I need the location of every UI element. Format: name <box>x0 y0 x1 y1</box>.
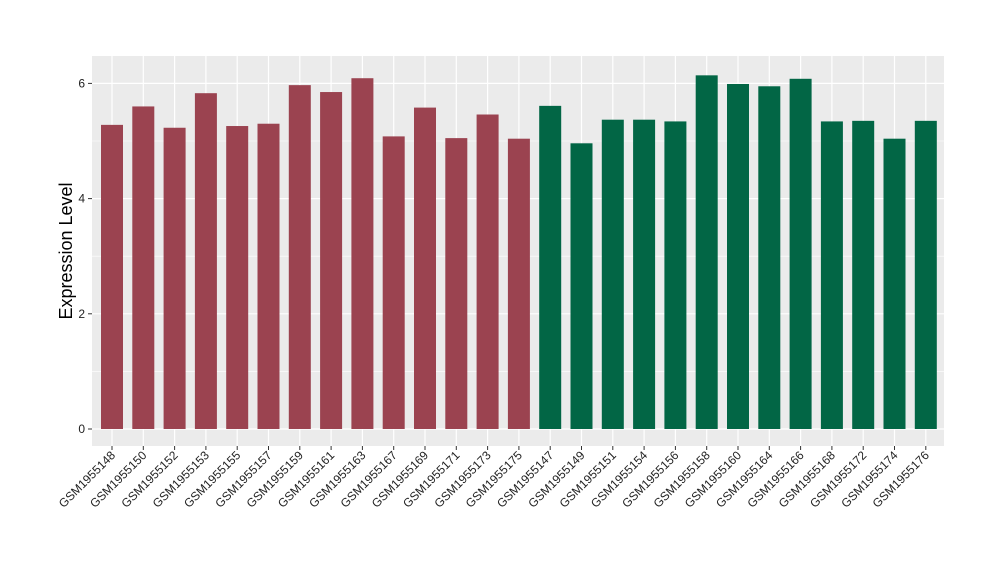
bar-GSM1955167 <box>382 136 405 429</box>
bar-GSM1955150 <box>132 106 155 429</box>
bars <box>101 75 937 430</box>
bar-GSM1955156 <box>664 121 687 429</box>
bar-GSM1955176 <box>914 120 937 429</box>
bar-GSM1955153 <box>194 93 217 429</box>
bar-GSM1955149 <box>570 143 593 429</box>
y-tick-label: 2 <box>78 307 85 321</box>
bar-GSM1955174 <box>883 138 906 430</box>
bar-GSM1955169 <box>414 107 436 429</box>
bar-GSM1955173 <box>476 114 499 429</box>
bar-GSM1955147 <box>539 105 562 429</box>
bar-GSM1955154 <box>633 119 656 430</box>
bar-GSM1955164 <box>758 86 781 429</box>
y-tick-label: 4 <box>78 192 85 206</box>
y-tick-label: 6 <box>78 76 85 90</box>
bar-GSM1955159 <box>288 85 311 430</box>
bar-GSM1955172 <box>852 120 875 429</box>
y-tick-label: 0 <box>78 422 85 436</box>
bar-GSM1955171 <box>445 138 468 429</box>
bar-GSM1955155 <box>226 126 249 430</box>
x-axis: GSM1955148GSM1955150GSM1955152GSM1955153… <box>56 446 932 510</box>
bar-GSM1955166 <box>789 78 812 430</box>
bar-GSM1955168 <box>820 121 843 429</box>
y-axis-title: Expression Level <box>56 182 76 319</box>
bar-GSM1955148 <box>101 124 123 429</box>
y-axis: 0 2 4 6 <box>78 76 92 436</box>
bar-GSM1955152 <box>163 127 186 429</box>
bar-GSM1955158 <box>695 75 718 429</box>
bar-GSM1955175 <box>507 138 530 430</box>
bar-GSM1955161 <box>320 92 343 429</box>
bar-GSM1955157 <box>257 123 280 429</box>
bar-GSM1955160 <box>727 83 749 429</box>
bar-GSM1955151 <box>601 119 624 430</box>
bar-GSM1955163 <box>351 78 374 429</box>
